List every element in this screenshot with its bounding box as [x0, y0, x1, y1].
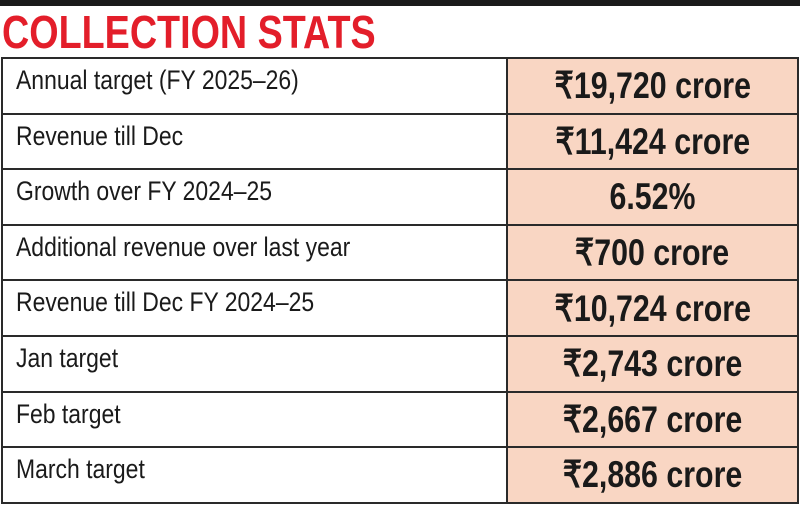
row-value: ₹2,667 crore: [562, 398, 743, 440]
row-value-cell: 6.52%: [506, 168, 799, 226]
table-row: Additional revenue over last year ₹700 cr…: [1, 223, 799, 282]
row-label-cell: Revenue till Dec FY 2024–25: [1, 279, 508, 337]
row-label: Annual target (FY 2025–26): [16, 65, 299, 95]
row-value: ₹10,724 crore: [554, 287, 751, 329]
row-value: ₹11,424 crore: [555, 120, 750, 162]
row-label-cell: March target: [1, 446, 508, 504]
stats-table: Annual target (FY 2025–26) ₹19,720 crore R…: [1, 57, 799, 504]
row-value: ₹700 crore: [575, 232, 730, 274]
table-row: March target ₹2,886 crore: [1, 446, 799, 504]
row-label: Jan target: [16, 342, 119, 373]
row-label-cell: Feb target: [1, 390, 508, 449]
row-value: ₹2,886 crore: [562, 454, 743, 496]
row-label: Additional revenue over last year: [16, 231, 351, 262]
table-row: Growth over FY 2024–25 6.52%: [1, 168, 799, 226]
table-row: Revenue till Dec ₹11,424 crore: [1, 112, 799, 171]
row-value: ₹19,720 crore: [554, 65, 751, 107]
row-value: ₹2,743 crore: [562, 343, 743, 385]
table-row: Feb target ₹2,667 crore: [1, 390, 799, 449]
row-value-cell: ₹10,724 crore: [506, 279, 799, 337]
row-value-cell: ₹19,720 crore: [506, 57, 799, 115]
row-label-cell: Revenue till Dec: [1, 112, 508, 171]
page-title: COLLECTION STATS: [2, 6, 376, 58]
row-value-cell: ₹700 crore: [506, 223, 799, 282]
row-label: Revenue till Dec FY 2024–25: [16, 287, 315, 318]
row-value-cell: ₹2,743 crore: [506, 334, 799, 393]
table-row: Jan target ₹2,743 crore: [1, 334, 799, 393]
row-label-cell: Growth over FY 2024–25: [1, 168, 508, 226]
table-row: Revenue till Dec FY 2024–25 ₹10,724 crore: [1, 279, 799, 337]
row-value-cell: ₹2,886 crore: [506, 446, 799, 504]
table-row: Annual target (FY 2025–26) ₹19,720 crore: [1, 57, 799, 115]
row-label: Feb target: [16, 398, 121, 429]
row-label-cell: Additional revenue over last year: [1, 223, 508, 282]
row-label: Growth over FY 2024–25: [16, 176, 273, 207]
row-label-cell: Jan target: [1, 334, 508, 393]
row-label: March target: [16, 454, 145, 485]
row-value-cell: ₹11,424 crore: [506, 112, 799, 171]
row-value-cell: ₹2,667 crore: [506, 390, 799, 449]
row-label-cell: Annual target (FY 2025–26): [1, 57, 508, 115]
row-value: 6.52%: [609, 175, 696, 217]
top-rule: [0, 0, 800, 6]
row-label: Revenue till Dec: [16, 120, 184, 151]
